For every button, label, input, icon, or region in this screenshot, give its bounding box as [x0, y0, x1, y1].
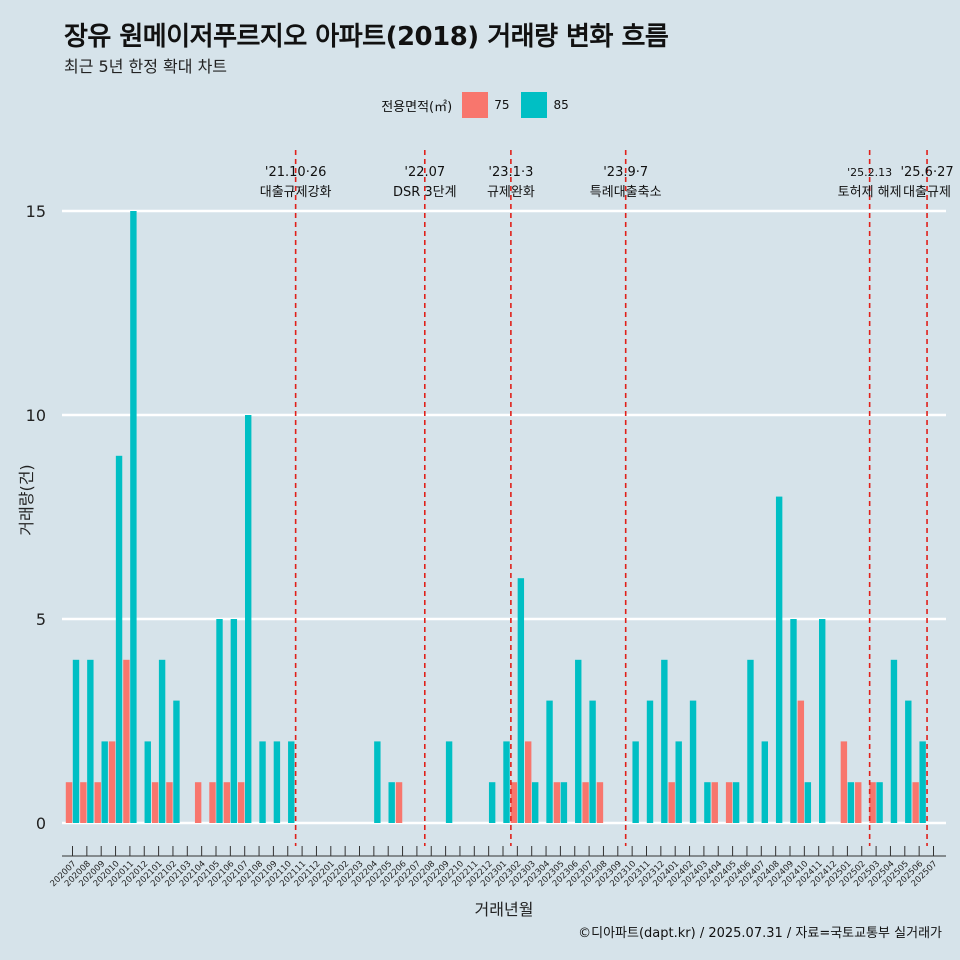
bar-85-202501: [847, 782, 855, 823]
bar-85-202506: [919, 741, 926, 823]
bar-85-202007: [72, 659, 80, 823]
bar-75-202011: [123, 659, 130, 823]
bar-85-202205: [388, 782, 395, 823]
bar-85-202403: [704, 782, 711, 823]
bar-85-202106: [230, 619, 238, 823]
bar-75-202008: [80, 782, 87, 823]
bar-85-202010: [115, 455, 123, 823]
bar-85-202108: [259, 741, 266, 823]
bar-75-202410: [797, 700, 805, 823]
bar-75-202305: [553, 782, 561, 823]
event-name-label: 특례대출축소: [590, 185, 662, 200]
event-date-label: '22.07: [404, 165, 445, 180]
bar-85-202301: [503, 741, 510, 823]
bar-75-202107: [238, 782, 245, 823]
bar-75-202106: [223, 782, 231, 823]
bar-85-202305: [560, 782, 568, 823]
bar-75-202302: [510, 782, 518, 823]
event-date-label: '21.10·26: [265, 165, 326, 180]
y-tick-label: 0: [36, 814, 46, 833]
bar-85-202504: [890, 659, 898, 823]
bar-85-202505: [905, 700, 912, 823]
chart-subtitle: 최근 5년 한정 확대 차트: [64, 57, 228, 76]
bar-85-202311: [646, 700, 654, 823]
bar-75-202501: [840, 741, 848, 823]
bar-85-202312: [661, 659, 668, 823]
bar-85-202408: [775, 496, 783, 823]
bar-85-202411: [819, 619, 826, 823]
bar-85-202303: [532, 782, 539, 823]
bar-85-202410: [804, 782, 812, 823]
legend-key-85: [521, 92, 548, 118]
event-date-label: '23.9·7: [603, 165, 648, 180]
bar-75-202503: [869, 782, 876, 823]
source-caption: ©디아파트(dapt.kr) / 2025.07.31 / 자료=국토교통부 실…: [578, 926, 942, 941]
y-tick-label: 15: [26, 202, 46, 221]
event-date-label: '23.1·3: [488, 165, 533, 180]
chart-title: 장유 원메이저푸르지오 아파트(2018) 거래량 변화 흐름: [64, 22, 669, 52]
event-name-label: 대출규제: [903, 185, 951, 200]
legend: 전용면적(㎡) 75 85: [0, 92, 960, 118]
bar-85-202310: [632, 741, 639, 823]
bar-75-202405: [725, 782, 733, 823]
bar-75-202303: [525, 741, 532, 823]
bar-85-202307: [589, 700, 596, 823]
bar-75-202307: [582, 782, 589, 823]
bar-85-202204: [374, 741, 381, 823]
bar-85-202401: [675, 741, 682, 823]
y-tick-label: 10: [26, 406, 46, 425]
legend-title: 전용면적(㎡): [381, 99, 453, 115]
bar-85-202306: [575, 659, 582, 823]
bar-85-202212: [488, 782, 496, 823]
bar-85-202405: [732, 782, 740, 823]
bar-75-202502: [855, 782, 862, 823]
legend-label-85: 85: [553, 98, 569, 112]
x-axis-title: 거래년월: [475, 900, 534, 919]
bar-85-202109: [273, 741, 281, 823]
bar-75-202206: [395, 782, 403, 823]
bar-75-202007: [65, 782, 73, 823]
legend-label-75: 75: [494, 98, 510, 112]
event-name-label: DSR 3단계: [393, 185, 457, 200]
bar-85-202406: [747, 659, 754, 823]
event-date-label: '25.2.13: [847, 166, 892, 179]
bar-85-202102: [173, 700, 180, 823]
bar-75-202102: [166, 782, 173, 823]
bar-75-202404: [711, 782, 718, 823]
bar-75-202104: [194, 782, 202, 823]
bar-85-202409: [790, 619, 797, 823]
bar-85-202407: [761, 741, 768, 823]
event-name-label: 대출규제강화: [260, 185, 332, 200]
bar-85-202101: [158, 659, 166, 823]
bar-85-202008: [87, 659, 94, 823]
bar-85-202402: [689, 700, 697, 823]
event-name-label: 토허제 해제: [838, 185, 902, 200]
bar-85-202110: [288, 741, 295, 823]
legend-key-75: [462, 92, 489, 118]
bar-85-202302: [517, 578, 525, 823]
bar-75-202401: [668, 782, 675, 823]
bar-85-202503: [876, 782, 883, 823]
bar-85-202012: [144, 741, 151, 823]
bar-85-202105: [216, 619, 223, 823]
bar-75-202009: [94, 782, 101, 823]
y-tick-label: 5: [36, 610, 46, 629]
bar-85-202209: [445, 741, 453, 823]
bar-85-202009: [101, 741, 108, 823]
bar-75-202101: [151, 782, 159, 823]
y-axis-title: 거래량(건): [17, 464, 36, 535]
bar-85-202304: [546, 700, 553, 823]
bar-75-202506: [912, 782, 919, 823]
event-date-label: '25.6·27: [900, 165, 953, 180]
event-name-label: 규제완화: [487, 185, 535, 200]
bar-85-202011: [130, 211, 137, 823]
bar-75-202010: [108, 741, 116, 823]
bar-75-202308: [596, 782, 604, 823]
bar-85-202107: [245, 415, 252, 823]
bar-75-202105: [209, 782, 216, 823]
